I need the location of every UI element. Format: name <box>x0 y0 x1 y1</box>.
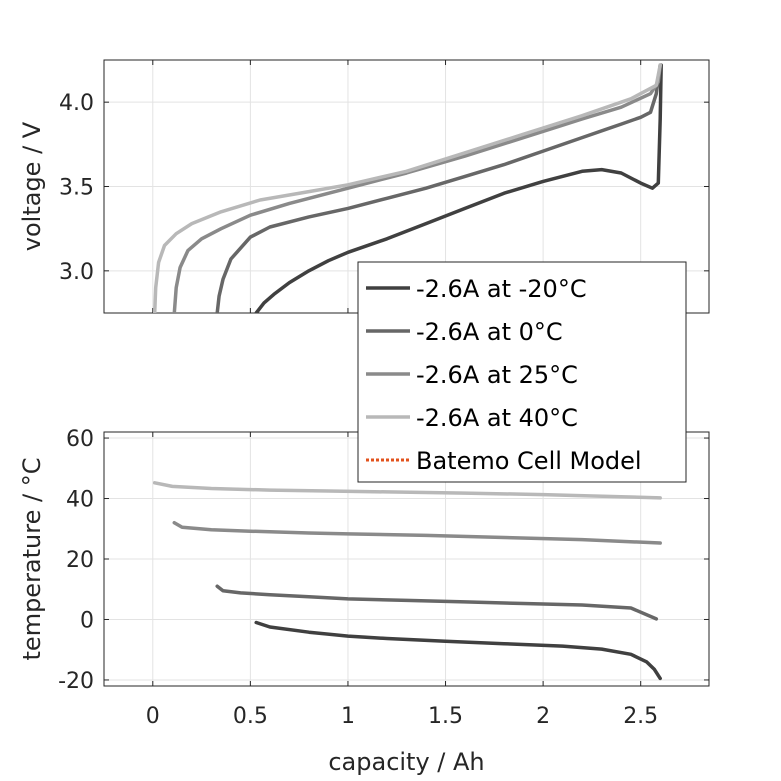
temperature-x-tick-label: 2 <box>536 704 550 729</box>
temperature-series-line-0 <box>254 620 662 681</box>
voltage-y-tick-label: 3.5 <box>59 176 94 201</box>
temperature-series-line-1 <box>215 584 659 621</box>
temperature-series-line-3 <box>152 481 662 500</box>
voltage-series-line-2 <box>172 63 662 313</box>
temperature-series-line-2 <box>172 520 662 545</box>
voltage-y-axis-label: voltage / V <box>18 121 46 251</box>
legend-label-1: -2.6A at 0°C <box>416 318 563 346</box>
temperature-x-tick-label: 2.5 <box>623 704 658 729</box>
voltage-series-line-0 <box>254 63 663 313</box>
legend-label-3: -2.6A at 40°C <box>416 404 578 432</box>
temperature-x-tick-label: 1 <box>341 704 355 729</box>
voltage-series-line-3 <box>152 63 662 313</box>
legend-label-0: -2.6A at -20°C <box>416 275 587 303</box>
temperature-x-tick-label: 0 <box>146 704 160 729</box>
legend: -2.6A at -20°C -2.6A at 0°C -2.6A at 25°C -… <box>357 261 687 483</box>
voltage-y-tick-label: 3.0 <box>59 260 94 285</box>
temperature-x-tick-label: 1.5 <box>428 704 463 729</box>
temperature-x-axis-label: capacity / Ah <box>328 748 484 776</box>
temperature-y-axis-label: temperature / °C <box>18 458 46 661</box>
temperature-y-tick-label: 40 <box>66 488 94 513</box>
temperature-y-tick-label: 20 <box>66 548 94 573</box>
legend-box <box>357 261 687 483</box>
temperature-x-tick-label: 0.5 <box>233 704 268 729</box>
legend-label-4: Batemo Cell Model <box>416 447 642 475</box>
voltage-y-tick-label: 4.0 <box>59 91 94 116</box>
temperature-y-tick-label: 60 <box>66 427 94 452</box>
voltage-series-line-1 <box>215 63 662 313</box>
temperature-y-tick-label: -20 <box>58 669 94 694</box>
legend-label-2: -2.6A at 25°C <box>416 361 578 389</box>
temperature-y-tick-label: 0 <box>80 608 94 633</box>
